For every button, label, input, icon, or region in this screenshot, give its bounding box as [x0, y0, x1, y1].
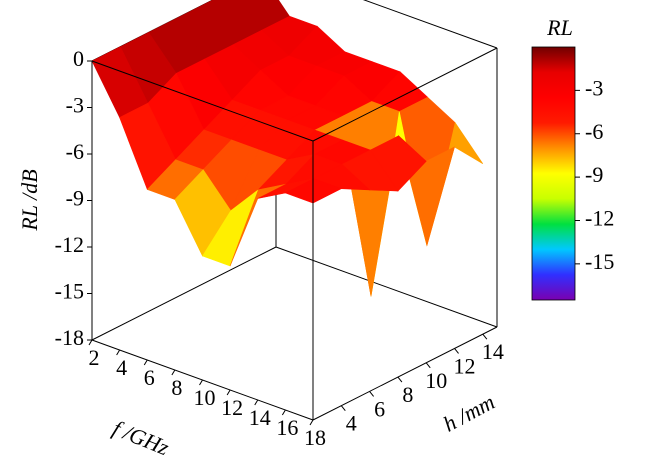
x-tick [88, 339, 93, 346]
colorbar-tick-label: -3 [585, 75, 603, 100]
x-tick [143, 359, 148, 366]
y-axis-label: h /mm [439, 389, 499, 437]
y-tick-label: 10 [425, 368, 447, 393]
box-edge [362, 0, 498, 49]
x-tick-label: 10 [194, 385, 216, 410]
colorbar [531, 46, 576, 301]
y-tick [454, 348, 459, 354]
colorbar-title: RL [546, 15, 573, 40]
x-tick-label: 8 [171, 375, 182, 400]
y-tick-label: 14 [482, 339, 504, 364]
z-tick-label: -3 [66, 93, 84, 118]
colorbar-tick-label: -12 [585, 206, 614, 231]
z-tick-label: -15 [55, 279, 84, 304]
x-tick-label: 16 [276, 415, 298, 440]
x-tick [309, 419, 314, 426]
y-tick-label: 4 [346, 411, 357, 436]
x-tick [116, 349, 121, 356]
y-tick [340, 405, 346, 412]
y-tick-label: 6 [374, 396, 385, 421]
y-tick [425, 362, 431, 369]
x-tick-label: 2 [89, 345, 100, 370]
z-tick-label: -9 [66, 186, 84, 211]
colorbar-tick-label: -9 [585, 162, 603, 187]
y-tick [397, 376, 403, 383]
x-tick [199, 379, 203, 386]
box-edge [91, 246, 277, 341]
z-tick-label: -6 [66, 139, 84, 164]
box-edge [312, 47, 498, 142]
x-tick-label: 18 [304, 425, 326, 450]
x-tick [171, 369, 176, 376]
y-tick [369, 391, 375, 397]
z-tick-label: 0 [73, 46, 84, 71]
x-tick-label: 12 [221, 395, 243, 420]
y-tick-label: 8 [402, 382, 413, 407]
z-axis-label: RL /dB [17, 169, 42, 231]
box-edge [312, 326, 498, 421]
x-tick-label: 6 [144, 365, 155, 390]
colorbar-tick-label: -15 [585, 249, 614, 274]
x-tick [281, 409, 286, 416]
x-tick [226, 389, 231, 396]
y-tick [482, 333, 488, 340]
x-tick-label: 14 [249, 405, 271, 430]
y-tick-label: 12 [454, 354, 476, 379]
box-edge [91, 60, 314, 142]
x-tick-label: 4 [116, 355, 127, 380]
box-edge [275, 246, 498, 328]
x-tick [254, 399, 259, 406]
colorbar-tick-label: -6 [585, 119, 603, 144]
z-tick-label: -18 [55, 325, 84, 350]
x-axis-label: f /GHz [109, 415, 173, 460]
z-tick-label: -12 [55, 232, 84, 257]
